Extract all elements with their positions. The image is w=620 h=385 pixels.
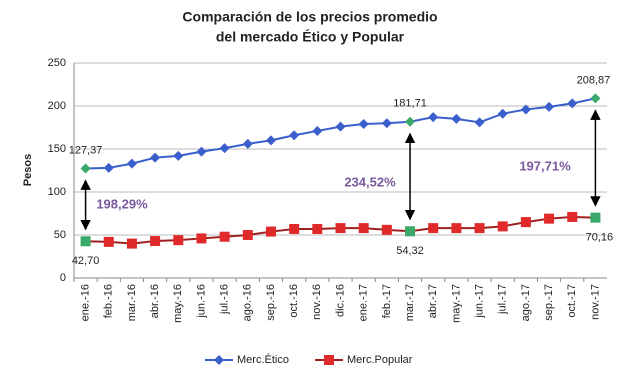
point: [544, 101, 555, 112]
point: [358, 223, 369, 234]
point: [196, 233, 207, 244]
point: [405, 116, 416, 127]
x-tick-label: dic.-16: [334, 284, 346, 317]
point: [381, 224, 392, 235]
x-tick-label: mar.-16: [126, 284, 138, 321]
legend-marker: [214, 355, 224, 365]
x-tick-label: ene.-16: [79, 284, 91, 321]
point: [474, 117, 485, 128]
x-tick-label: nov.-17: [589, 284, 601, 320]
chart-title: del mercado Ético y Popular: [216, 29, 405, 45]
x-tick-label: may.-16: [172, 284, 184, 323]
data-label: 127,37: [69, 144, 103, 156]
data-label: 54,32: [396, 245, 424, 257]
y-tick-label: 200: [48, 100, 66, 112]
x-tick-label: may.-17: [450, 284, 462, 323]
point: [219, 231, 230, 242]
point: [173, 235, 184, 246]
annotation: 198,29%: [96, 196, 148, 211]
x-tick-label: abr.-16: [149, 284, 161, 318]
x-tick-label: ago.-17: [520, 284, 532, 321]
point: [103, 236, 114, 247]
point: [103, 162, 114, 173]
data-label: 70,16: [586, 232, 614, 244]
point: [265, 226, 276, 237]
annotation: 197,71%: [519, 158, 571, 173]
legend-marker: [324, 355, 334, 365]
point: [381, 118, 392, 129]
x-tick-label: feb.-16: [103, 284, 115, 318]
point: [242, 230, 253, 240]
chart-title: Comparación de los precios promedio: [182, 9, 437, 25]
data-label: 181,71: [393, 98, 427, 110]
x-tick-label: jun.-16: [195, 284, 207, 319]
point: [242, 138, 253, 149]
point: [451, 223, 462, 234]
x-tick-label: jun.-17: [473, 284, 485, 319]
y-tick-label: 50: [54, 229, 66, 241]
x-tick-label: jul.-16: [219, 284, 231, 315]
data-label: 208,87: [577, 74, 611, 86]
legend-label: Merc.Popular: [347, 354, 413, 366]
point: [567, 98, 578, 109]
x-tick-label: feb.-17: [381, 284, 393, 318]
legend-label: Merc.Ético: [237, 353, 289, 366]
y-tick-label: 0: [60, 272, 66, 284]
point: [520, 217, 531, 228]
point: [590, 93, 601, 104]
point: [150, 152, 161, 163]
point: [80, 236, 91, 247]
point: [289, 130, 300, 141]
point: [497, 221, 508, 232]
y-axis-title: Pesos: [22, 154, 34, 186]
point: [126, 158, 137, 169]
point: [544, 213, 555, 224]
point: [520, 104, 531, 115]
point: [428, 223, 439, 234]
point: [265, 135, 276, 146]
point: [567, 211, 578, 222]
x-tick-label: jul.-17: [497, 284, 509, 315]
point: [405, 226, 416, 237]
x-tick-label: nov.-16: [311, 284, 323, 320]
point: [358, 119, 369, 130]
x-tick-label: oct.-16: [288, 284, 300, 318]
data-label: 42,70: [72, 255, 100, 267]
point: [451, 113, 462, 124]
x-tick-label: ago.-16: [242, 284, 254, 321]
x-tick-label: abr.-17: [427, 284, 439, 318]
point: [590, 212, 601, 223]
point: [150, 236, 161, 247]
point: [126, 238, 137, 249]
annotation: 234,52%: [344, 174, 396, 189]
point: [474, 223, 485, 234]
y-tick-label: 150: [48, 143, 66, 155]
point: [196, 146, 207, 157]
y-tick-label: 250: [48, 57, 66, 69]
point: [219, 143, 230, 154]
point: [289, 223, 300, 234]
point: [312, 125, 323, 136]
point: [428, 112, 439, 123]
x-tick-label: oct.-17: [566, 284, 578, 318]
point: [497, 108, 508, 119]
point: [312, 223, 323, 234]
point: [335, 121, 346, 132]
x-tick-label: mar.-17: [404, 284, 416, 321]
x-tick-label: ene.-17: [358, 284, 370, 321]
point: [335, 223, 346, 234]
point: [173, 150, 184, 161]
point: [80, 163, 91, 174]
y-tick-label: 100: [48, 186, 66, 198]
x-tick-label: sep.-16: [265, 284, 277, 321]
x-tick-label: sep.-17: [543, 284, 555, 321]
